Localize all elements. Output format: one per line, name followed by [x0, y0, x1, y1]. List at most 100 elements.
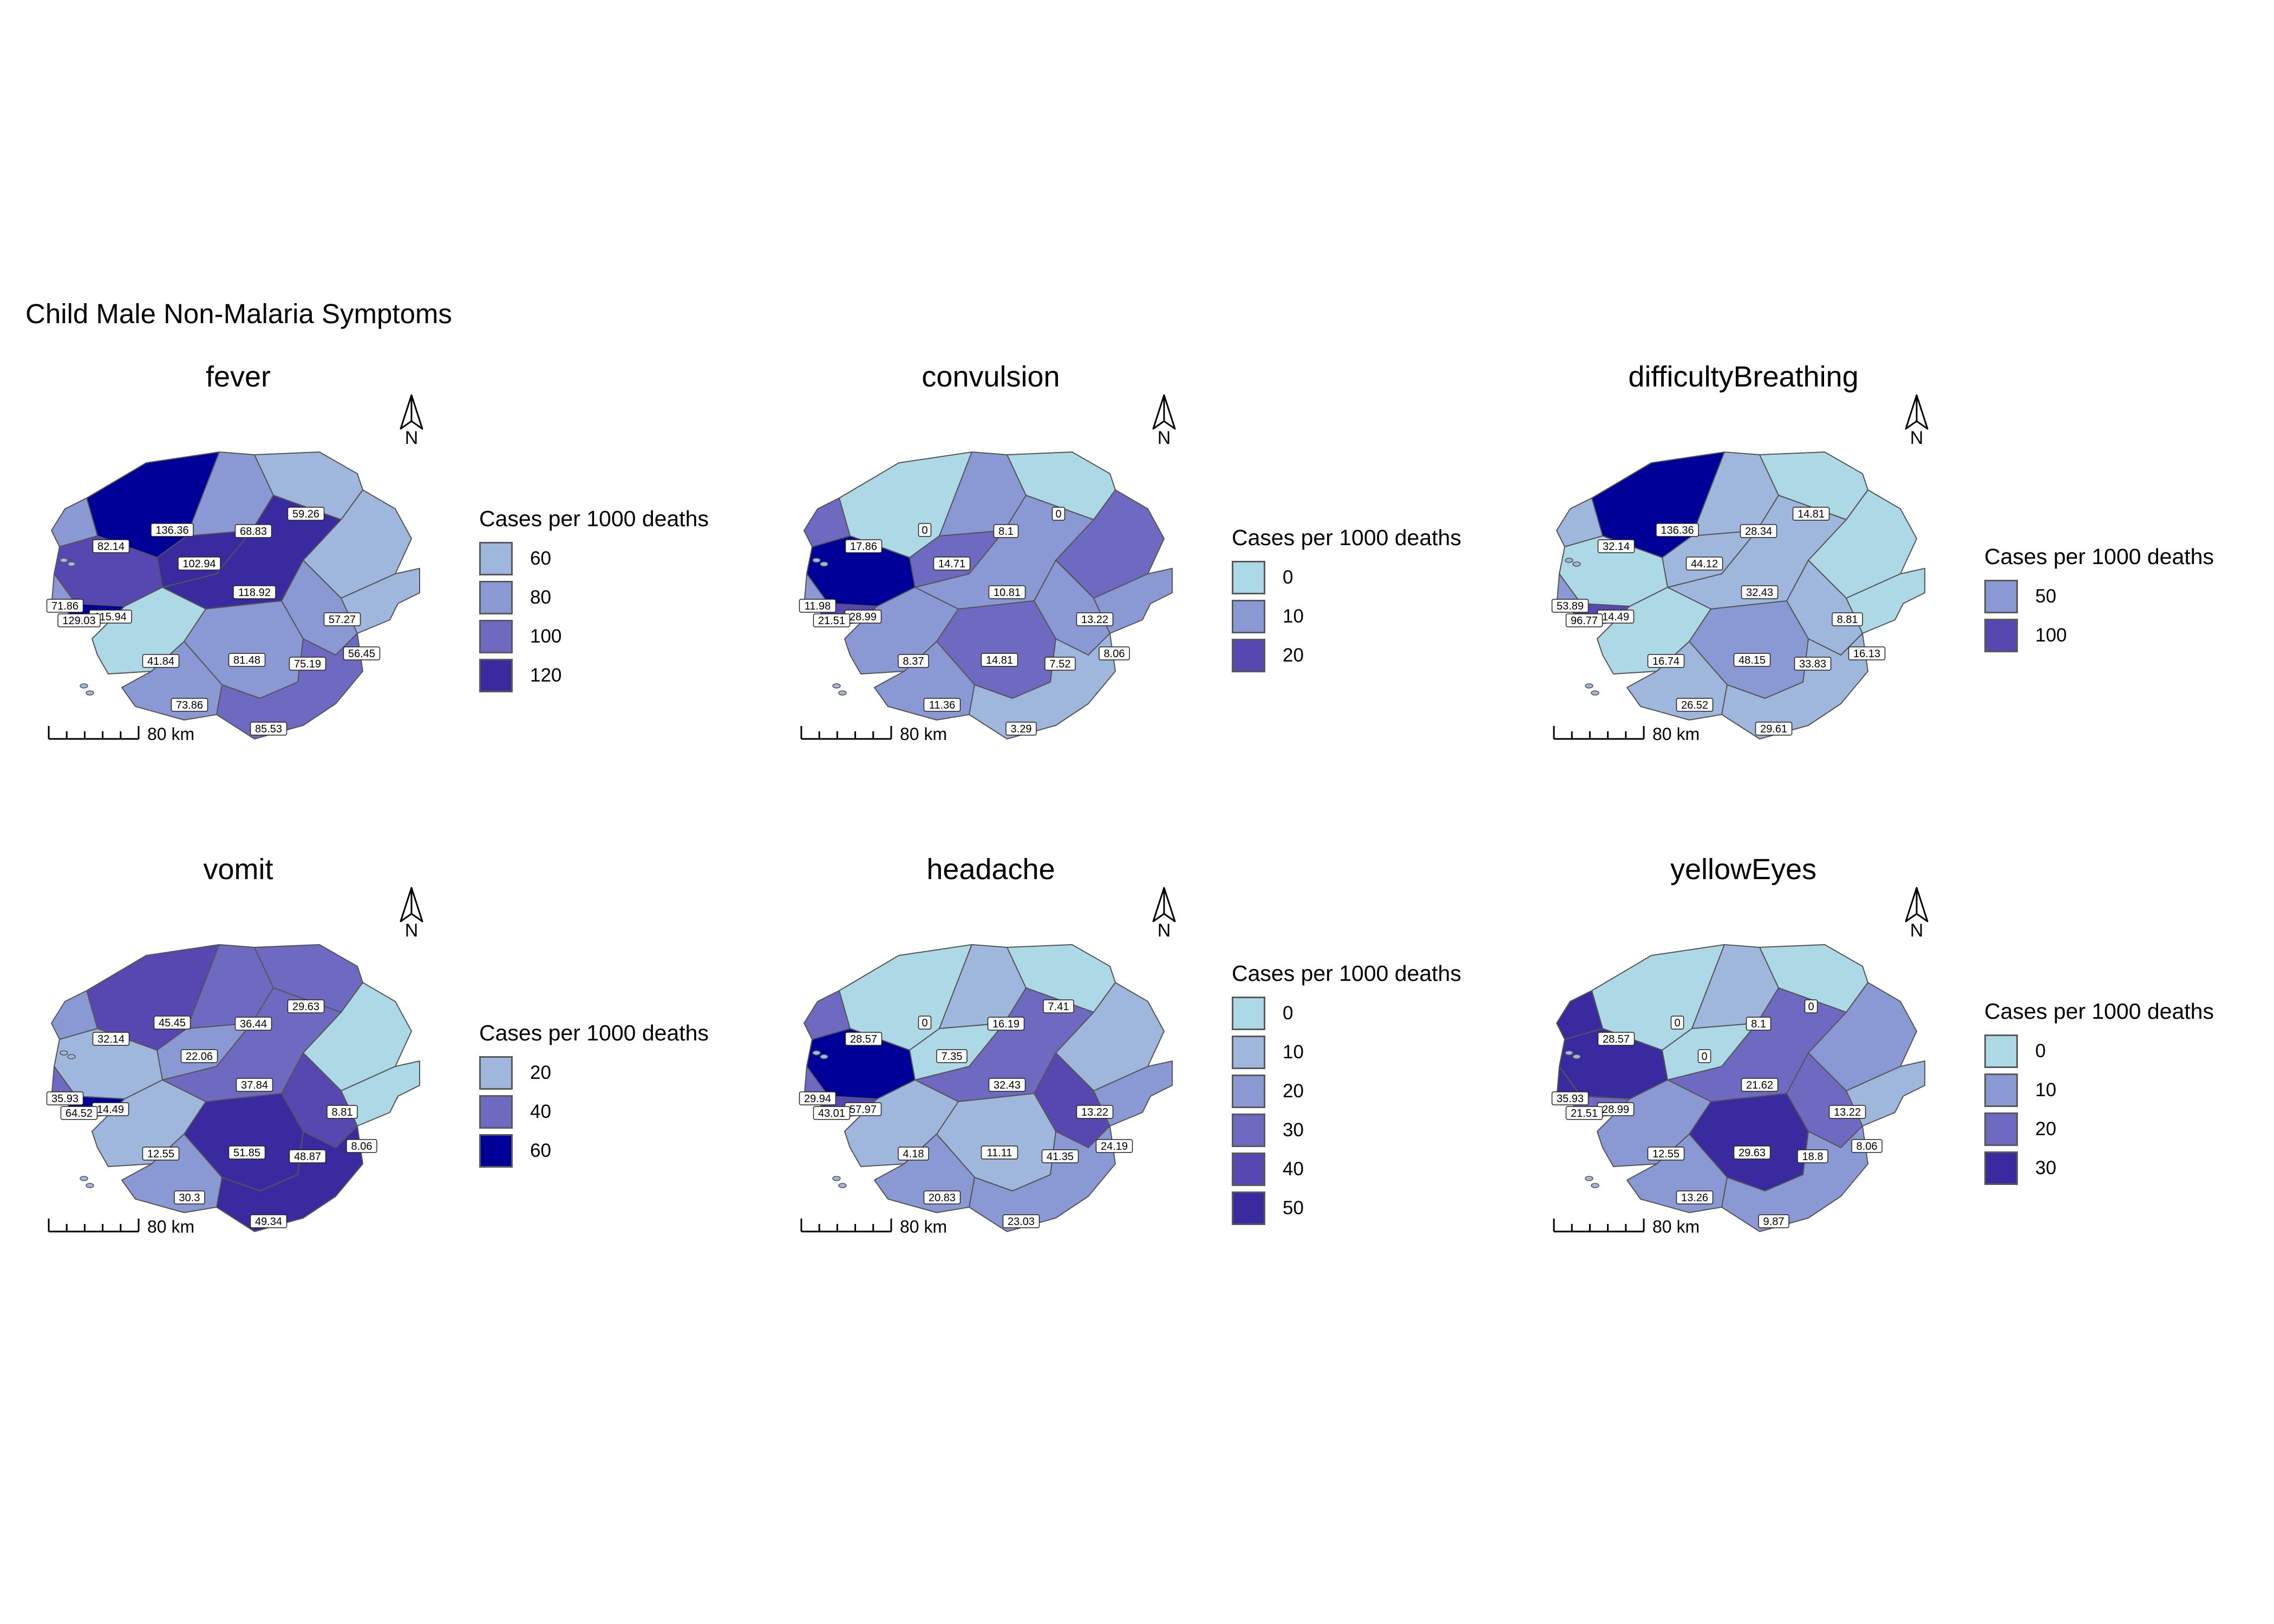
value-label-text: 32.14 — [97, 1033, 125, 1045]
north-arrow-icon: N — [1152, 887, 1176, 941]
value-label: 28.57 — [1597, 1032, 1635, 1046]
island-shape — [1591, 690, 1599, 696]
scale-bar: 80 km — [800, 1217, 947, 1236]
scale-bar: 80 km — [1553, 724, 1700, 744]
value-label: 96.77 — [1565, 613, 1603, 627]
value-label-text: 12.55 — [147, 1148, 174, 1160]
value-label-box — [46, 599, 84, 613]
value-label: 11.11 — [981, 1145, 1018, 1160]
value-label-text: 102.94 — [182, 558, 215, 570]
value-label: 35.93 — [46, 1091, 84, 1105]
value-label: 41.84 — [142, 654, 180, 668]
island-shape — [1572, 1054, 1581, 1059]
island-shape — [1572, 561, 1581, 567]
legend-title: Cases per 1000 deaths — [1232, 525, 1461, 550]
value-label-text: 37.84 — [241, 1079, 268, 1091]
value-label-text: 45.45 — [159, 1017, 186, 1029]
legend-entry: 80 — [479, 578, 709, 617]
value-label: 43.01 — [813, 1106, 851, 1120]
value-label-text: 13.26 — [1681, 1192, 1708, 1204]
value-label-text: 14.81 — [986, 654, 1013, 666]
scale-bar-label: 80 km — [1652, 724, 1700, 744]
legend-label: 30 — [2035, 1157, 2056, 1178]
region-r4 — [803, 990, 851, 1040]
value-label: 75.19 — [289, 657, 326, 671]
legend-swatch — [1232, 1191, 1265, 1225]
north-arrow-label: N — [1910, 920, 1924, 941]
figure-title: Child Male Non-Malaria Symptoms — [25, 298, 452, 329]
value-label-box — [981, 653, 1018, 667]
value-label-text: 73.86 — [176, 699, 203, 711]
scale-bar-label: 80 km — [147, 1217, 194, 1236]
island-shape — [80, 683, 88, 689]
scale-bar: 80 km — [48, 724, 194, 744]
island-shape — [820, 561, 828, 567]
value-label: 29.63 — [287, 999, 325, 1013]
value-label: 68.83 — [234, 524, 272, 538]
value-label-text: 16.74 — [1652, 656, 1680, 667]
value-label: 7.35 — [936, 1049, 968, 1063]
value-label-box — [936, 1049, 968, 1063]
value-label-text: 28.99 — [850, 611, 877, 623]
legend: Cases per 1000 deaths 60 80 100 120 — [479, 506, 709, 695]
legend-label: 10 — [2035, 1079, 2056, 1101]
legend-label: 60 — [530, 1140, 551, 1161]
value-label-text: 29.94 — [804, 1093, 831, 1105]
value-label-text: 41.35 — [1047, 1151, 1074, 1163]
value-label-text: 36.44 — [240, 1018, 267, 1030]
map-regions: 45.45 36.44 29.63 32.14 22.06 37.84 8.81 14.49 3… — [46, 944, 420, 1232]
value-label-text: 8.06 — [1857, 1141, 1878, 1152]
island-shape — [812, 558, 821, 563]
north-arrow-icon: N — [1152, 394, 1176, 448]
panel-title: convulsion — [922, 361, 1060, 393]
value-label-box — [1828, 1105, 1866, 1119]
legend-swatch — [1984, 619, 2018, 652]
legend-entry: 60 — [479, 1131, 709, 1170]
value-label-box — [1647, 654, 1685, 668]
value-label: 0 — [1051, 507, 1066, 521]
value-label-box — [1002, 1214, 1040, 1228]
map-regions: 0 8.1 0 17.86 14.71 10.81 13.22 28.99 11.98 21.51… — [799, 451, 1173, 739]
legend-title: Cases per 1000 deaths — [479, 1020, 709, 1045]
legend-swatch — [1984, 1073, 2018, 1107]
value-label: 9.87 — [1758, 1214, 1789, 1228]
value-label-box — [1848, 646, 1886, 660]
choropleth-map: 136.36 68.83 59.26 82.14 102.94 118.92 57.27 11… — [46, 394, 423, 744]
value-label: 59.26 — [287, 507, 325, 521]
legend-label: 120 — [530, 665, 562, 686]
legend-title: Cases per 1000 deaths — [1232, 961, 1461, 986]
legend-swatch — [1232, 561, 1265, 594]
north-arrow-shape — [400, 887, 423, 922]
value-label-box — [343, 646, 381, 660]
legend-label: 60 — [530, 548, 551, 569]
legend-entry: 50 — [1984, 577, 2214, 616]
value-label-text: 28.99 — [1602, 1104, 1629, 1116]
island-shape — [838, 690, 847, 696]
panel-title: headache — [926, 853, 1055, 886]
legend-entry: 20 — [1232, 636, 1461, 675]
legend-label: 20 — [1283, 1081, 1304, 1102]
value-label-text: 35.93 — [51, 1093, 79, 1105]
legend-title: Cases per 1000 deaths — [1984, 544, 2214, 569]
value-label-text: 28.34 — [1745, 526, 1772, 538]
value-label-text: 23.03 — [1008, 1216, 1035, 1228]
value-label-box — [233, 585, 276, 599]
value-label-box — [289, 657, 326, 671]
value-label-box — [1099, 646, 1130, 660]
value-label-text: 14.49 — [1602, 611, 1629, 623]
value-label-text: 13.22 — [1081, 614, 1108, 626]
value-label-box — [171, 698, 208, 712]
legend-entry: 20 — [1984, 1110, 2214, 1149]
value-label-box — [1697, 1049, 1711, 1063]
scale-bar: 80 km — [1553, 1217, 1700, 1236]
value-label-text: 71.86 — [51, 600, 79, 612]
island-shape — [86, 690, 94, 696]
legend-swatch — [479, 620, 513, 653]
value-label: 36.44 — [234, 1017, 272, 1031]
value-label: 0 — [918, 523, 932, 537]
legend-entry: 20 — [479, 1053, 709, 1092]
value-label: 30.3 — [174, 1190, 205, 1204]
value-label: 14.49 — [92, 1102, 129, 1116]
island-shape — [820, 1054, 828, 1059]
value-label-text: 32.43 — [1746, 587, 1773, 599]
